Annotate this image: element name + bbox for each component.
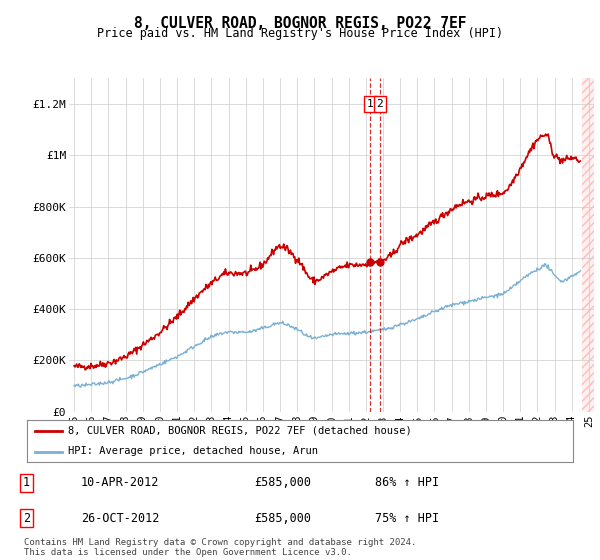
Text: 86% ↑ HPI: 86% ↑ HPI: [375, 477, 439, 489]
Text: 26-OCT-2012: 26-OCT-2012: [81, 511, 160, 525]
Text: HPI: Average price, detached house, Arun: HPI: Average price, detached house, Arun: [68, 446, 318, 456]
Text: £585,000: £585,000: [254, 511, 311, 525]
Text: 2: 2: [377, 99, 383, 109]
Text: 10-APR-2012: 10-APR-2012: [81, 477, 160, 489]
Text: 2: 2: [23, 511, 30, 525]
Text: 75% ↑ HPI: 75% ↑ HPI: [375, 511, 439, 525]
Text: 8, CULVER ROAD, BOGNOR REGIS, PO22 7EF (detached house): 8, CULVER ROAD, BOGNOR REGIS, PO22 7EF (…: [68, 426, 412, 436]
Text: 1: 1: [367, 99, 374, 109]
Text: Contains HM Land Registry data © Crown copyright and database right 2024.
This d: Contains HM Land Registry data © Crown c…: [24, 538, 416, 557]
Text: 1: 1: [23, 477, 30, 489]
Text: £585,000: £585,000: [254, 477, 311, 489]
Text: Price paid vs. HM Land Registry's House Price Index (HPI): Price paid vs. HM Land Registry's House …: [97, 27, 503, 40]
Text: 8, CULVER ROAD, BOGNOR REGIS, PO22 7EF: 8, CULVER ROAD, BOGNOR REGIS, PO22 7EF: [134, 16, 466, 31]
